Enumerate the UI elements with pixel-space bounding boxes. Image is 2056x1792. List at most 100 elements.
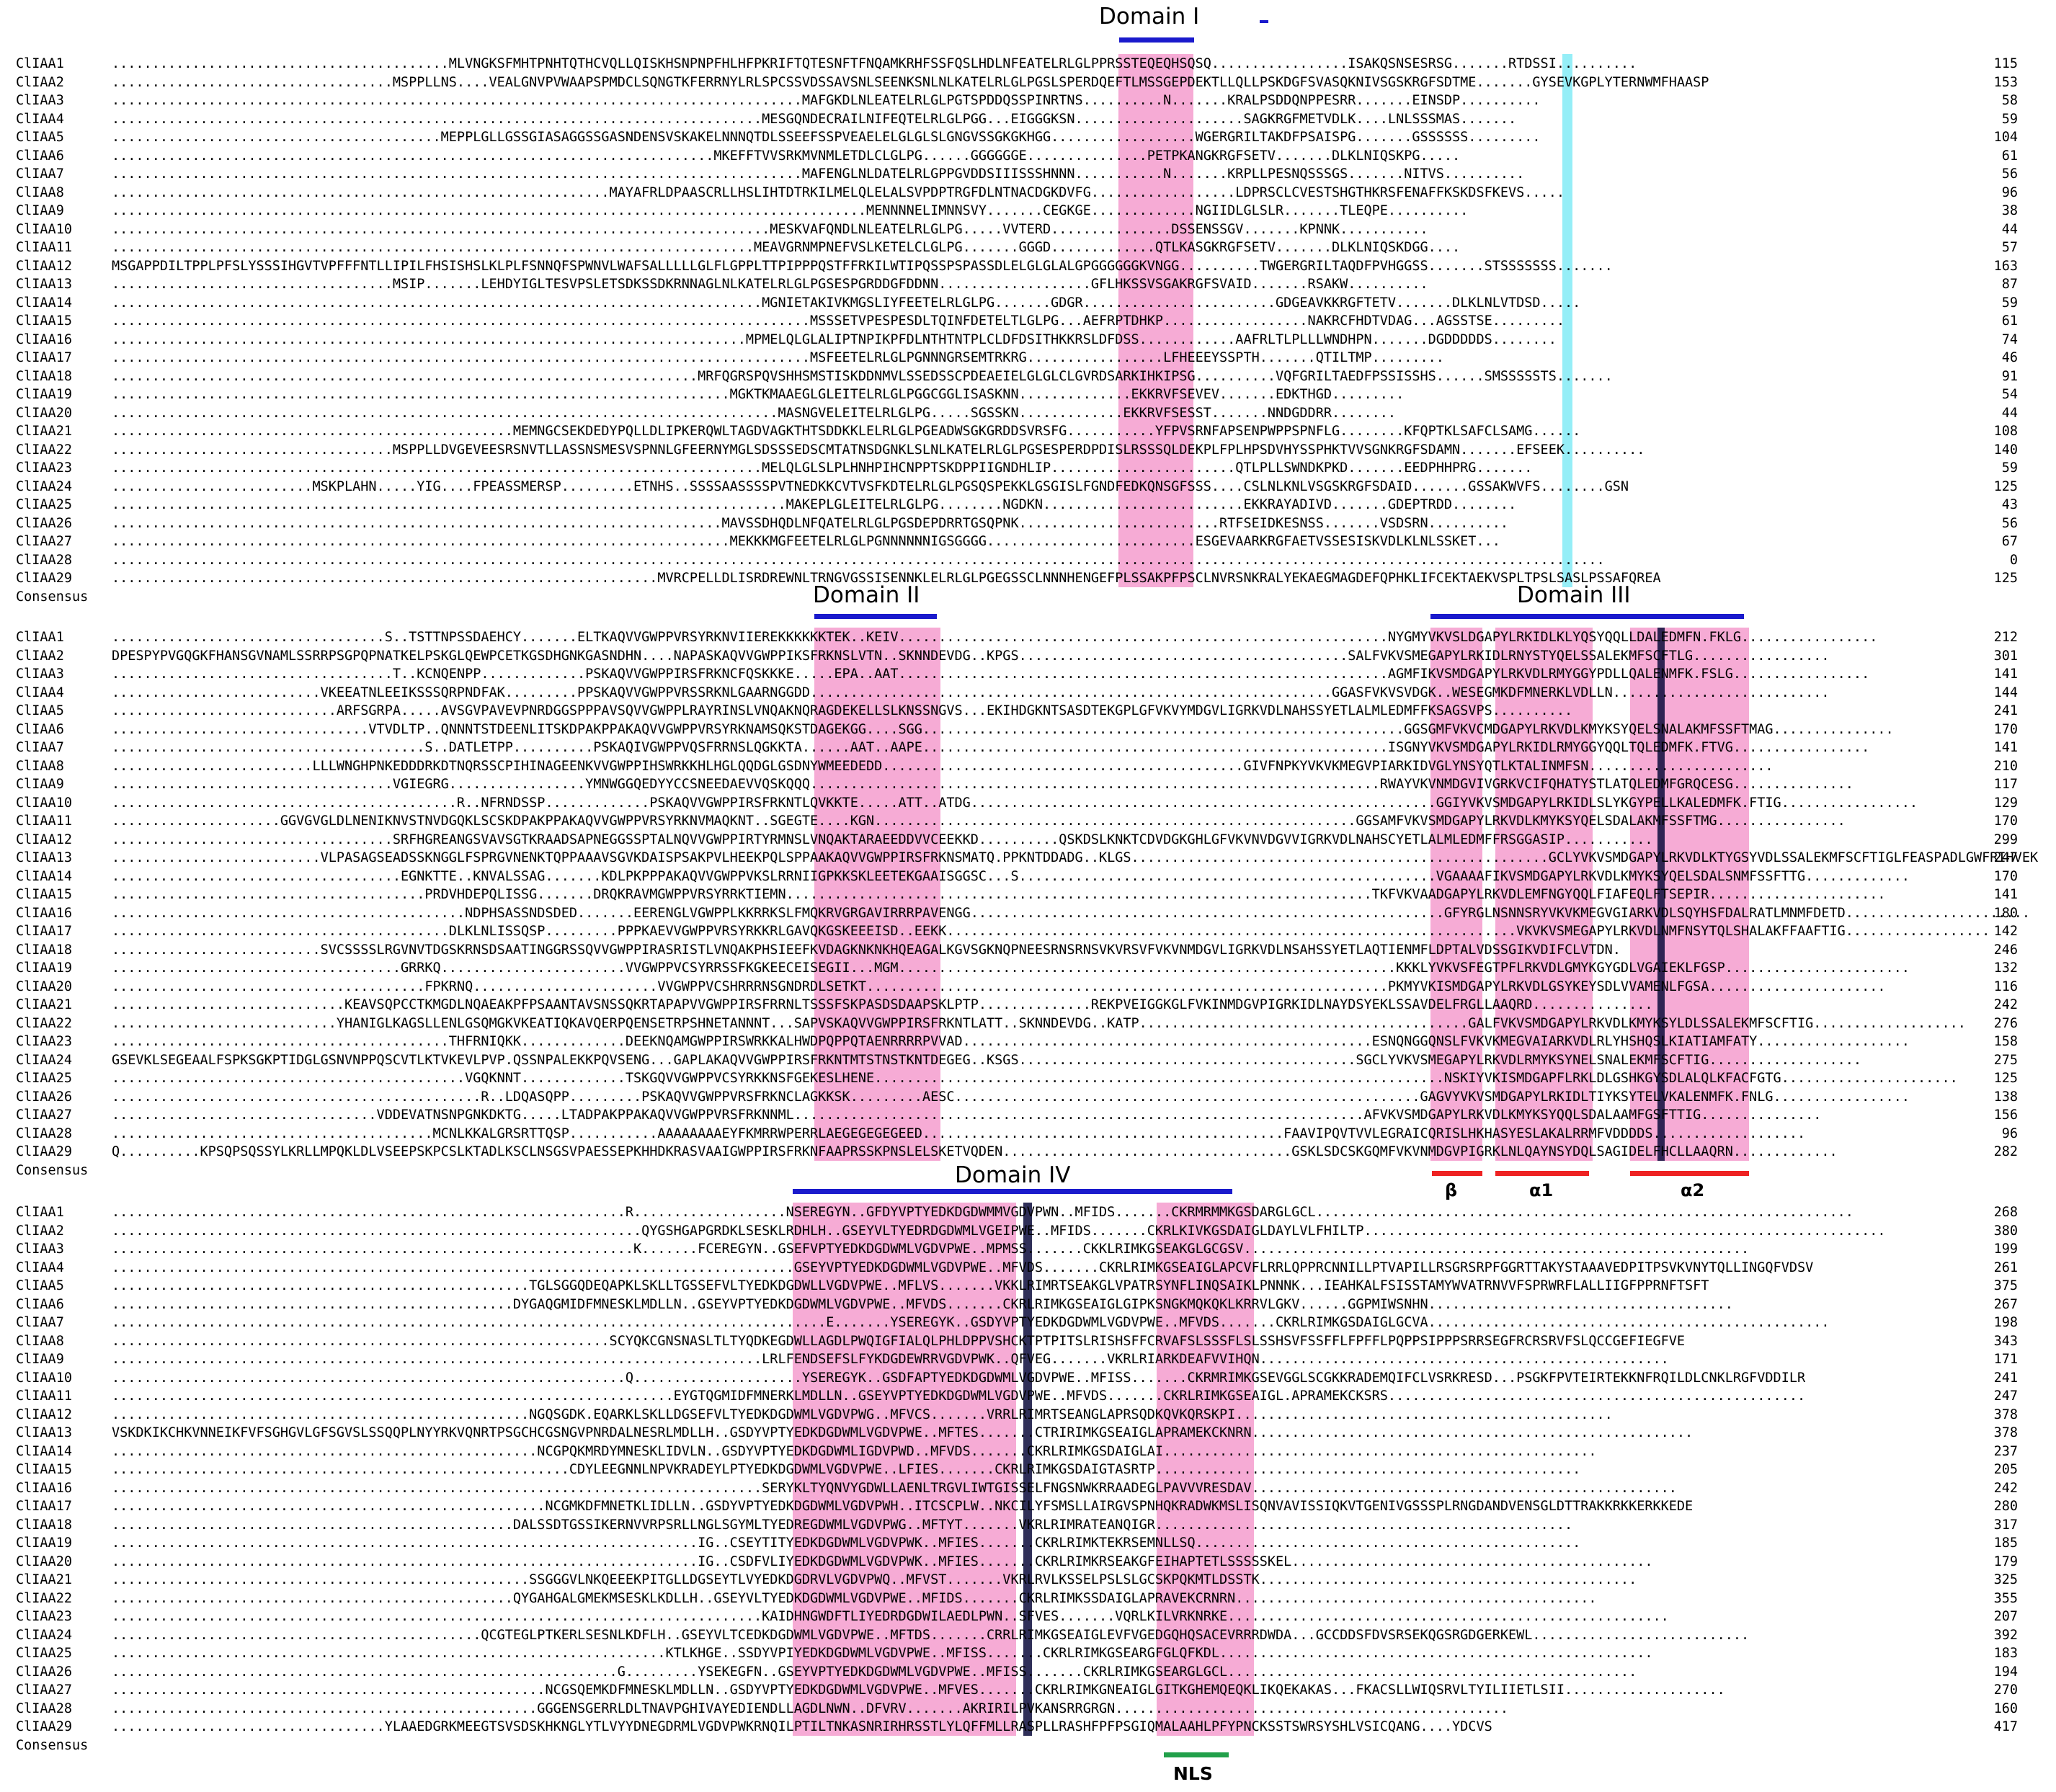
residue-end-number: 144 — [1993, 685, 2018, 700]
sequence-residues: ........................................… — [112, 795, 1918, 811]
sequence-residues: ........................................… — [112, 1443, 1597, 1459]
residue-end-number: 158 — [1993, 1034, 2018, 1049]
sequence-name: ClIAA21 — [16, 424, 72, 439]
sequence-residues: .....................GGVGVGLDLNENIKNVSTN… — [112, 813, 1846, 829]
sequence-residues: ..................................S..TST… — [112, 630, 1878, 645]
residue-end-number: 198 — [1993, 1315, 2018, 1330]
sequence-residues: ........................................… — [112, 924, 1990, 939]
residue-end-number: 267 — [1993, 1296, 2018, 1312]
sequence-name: ClIAA15 — [16, 1462, 72, 1477]
residue-end-number: 163 — [1993, 258, 2018, 274]
conserved-column-highlight — [1495, 628, 1593, 1161]
residue-end-number: 276 — [1993, 1015, 2018, 1031]
residue-end-number: 56 — [2001, 515, 2018, 531]
sequence-name: ClIAA8 — [16, 1333, 64, 1349]
residue-end-number: 317 — [1993, 1517, 2018, 1533]
sequence-name: ClIAA3 — [16, 667, 64, 682]
residue-end-number: 246 — [1993, 942, 2018, 958]
sequence-residues: ........................................… — [112, 552, 1605, 568]
consensus-label: Consensus — [16, 1737, 89, 1753]
sequence-residues: ........................................… — [112, 1572, 1637, 1587]
residue-end-number: 237 — [1993, 1443, 2018, 1459]
sequence-name: ClIAA7 — [16, 1315, 64, 1330]
residue-end-number: 375 — [1993, 1278, 2018, 1293]
sequence-name: ClIAA7 — [16, 166, 64, 182]
residue-end-number: 74 — [2001, 331, 2018, 347]
residue-end-number: 57 — [2001, 240, 2018, 255]
conserved-column-highlight — [1562, 54, 1572, 587]
sequence-name: ClIAA27 — [16, 534, 72, 549]
sequence-residues: ........................................… — [112, 534, 1500, 549]
sequence-residues: ........................................… — [112, 313, 1565, 329]
residue-end-number: 241 — [1993, 1370, 2018, 1386]
sequence-residues: ........................................… — [112, 1223, 1886, 1239]
conserved-column-highlight — [1118, 54, 1193, 587]
residue-end-number: 275 — [1993, 1052, 2018, 1068]
residue-end-number: 301 — [1993, 648, 2018, 664]
sequence-name: ClIAA21 — [16, 997, 72, 1012]
sequence-name: ClIAA17 — [16, 924, 72, 939]
sequence-residues: ........................................… — [112, 184, 1565, 200]
sequence-name: ClIAA1 — [16, 630, 64, 645]
sequence-name: ClIAA29 — [16, 1719, 72, 1734]
sequence-residues: ........................................… — [112, 331, 1557, 347]
sequence-residues: ........................................… — [112, 1125, 1806, 1141]
sequence-residues: ........................................… — [112, 1205, 1853, 1220]
sequence-residues: ...................................MSIP.… — [112, 277, 1428, 292]
sequence-name: ClIAA5 — [16, 1278, 64, 1293]
sequence-residues: ..........................VKEEATNLEEIKSS… — [112, 685, 1830, 700]
residue-end-number: 67 — [2001, 534, 2018, 549]
sequence-residues: ........................................… — [112, 515, 1509, 531]
sequence-name: ClIAA27 — [16, 1107, 72, 1123]
sequence-residues: .......................................F… — [112, 979, 1886, 994]
sequence-name: ClIAA6 — [16, 721, 64, 737]
residue-end-number: 125 — [1993, 1071, 2018, 1086]
sequence-residues: ........................................… — [112, 905, 2030, 921]
sequence-name: ClIAA28 — [16, 1700, 72, 1716]
sequence-residues: ........................................… — [112, 1646, 1653, 1661]
sequence-name: ClIAA13 — [16, 850, 72, 865]
domain-i-title: Domain I — [1099, 4, 1200, 30]
sequence-name: ClIAA29 — [16, 1144, 72, 1159]
sequence-residues: ........................................… — [112, 1609, 1669, 1624]
residue-end-number: 205 — [1993, 1462, 2018, 1477]
sequence-residues: ...................................VGIEG… — [112, 777, 1853, 792]
residue-end-number: 210 — [1993, 758, 2018, 774]
sequence-residues: ........................................… — [112, 1664, 1637, 1680]
sequence-residues: ........................................… — [112, 1462, 1581, 1477]
residue-end-number: 207 — [1993, 1609, 2018, 1624]
domain-i-bar — [1119, 37, 1194, 43]
residue-end-number: 270 — [1993, 1682, 2018, 1698]
domain-iv-bar — [793, 1189, 1232, 1194]
residue-end-number: 140 — [1993, 442, 2018, 458]
sequence-residues: ........................................… — [112, 1590, 1597, 1606]
sequence-name: ClIAA18 — [16, 942, 72, 958]
sequence-name: ClIAA1 — [16, 1205, 64, 1220]
domain-ii-title: Domain II — [813, 582, 920, 608]
residue-end-number: 141 — [1993, 887, 2018, 902]
sequence-residues: .........................LLLWNGHPNKEDDDR… — [112, 758, 1774, 774]
sequence-residues: ........................................… — [112, 221, 1428, 237]
residue-end-number: 185 — [1993, 1535, 2018, 1551]
sequence-residues: .................................VDDEVAT… — [112, 1107, 1822, 1123]
sequence-name: ClIAA16 — [16, 331, 72, 347]
consensus-label: Consensus — [16, 1162, 89, 1178]
sequence-name: ClIAA2 — [16, 74, 64, 90]
sequence-residues: ........................................… — [112, 350, 1444, 365]
sequence-residues: VSKDKIKCHKVNNEIKFVFSGHGVLGFSGVSLSSQQPLNY… — [112, 1425, 1694, 1440]
residue-end-number: 325 — [1993, 1572, 2018, 1587]
consensus-label: Consensus — [16, 589, 89, 605]
sequence-name: ClIAA24 — [16, 1627, 72, 1643]
sequence-name: ClIAA17 — [16, 1499, 72, 1514]
residue-end-number: 43 — [2001, 497, 2018, 512]
conserved-column-highlight — [1157, 1203, 1254, 1736]
sequence-name: ClIAA16 — [16, 905, 72, 921]
sequence-name: ClIAA6 — [16, 1296, 64, 1312]
sequence-name: ClIAA12 — [16, 1407, 72, 1422]
sequence-residues: ........................................… — [112, 240, 1461, 255]
sequence-name: ClIAA28 — [16, 1125, 72, 1141]
sequence-residues: .........................MSKPLAHN.....YI… — [112, 478, 1629, 494]
sequence-residues: ........................................… — [112, 1315, 1830, 1330]
sequence-residues: ........................................… — [112, 1535, 1581, 1551]
residue-end-number: 46 — [2001, 350, 2018, 365]
